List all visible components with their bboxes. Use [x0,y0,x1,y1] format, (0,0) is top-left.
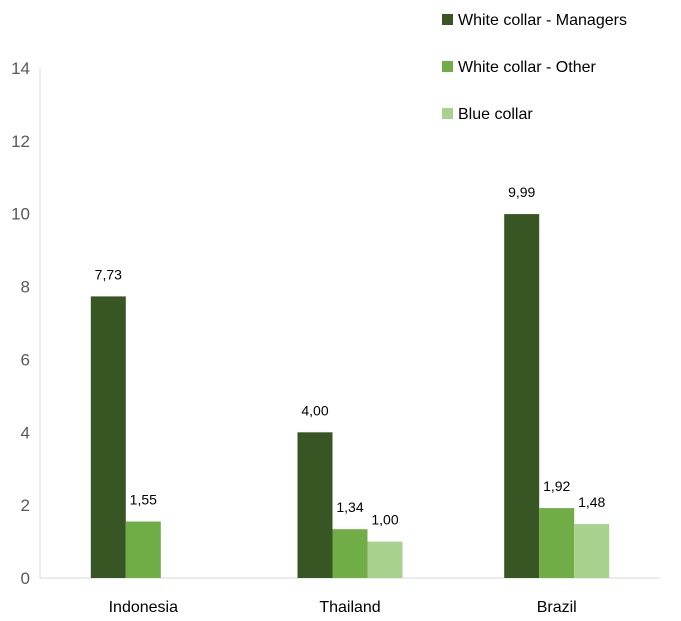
bars [91,214,609,578]
bar-thailand-series-3 [368,542,403,578]
data-label: 1,00 [371,512,398,528]
y-tick-label: 2 [21,496,30,515]
x-category-label: Indonesia [109,599,178,616]
bar-brazil-series-1 [504,214,539,578]
data-label: 9,99 [508,184,535,200]
bar-brazil-series-3 [574,524,609,578]
x-category-label: Thailand [319,599,380,616]
x-category-label: Brazil [537,599,577,616]
y-tick-label: 14 [11,59,30,78]
legend-swatch [442,61,453,72]
y-tick-label: 12 [11,132,30,151]
data-label: 7,73 [95,266,122,282]
x-axis: Indonesia Thailand Brazil [109,599,577,616]
y-tick-label: 4 [21,423,30,442]
legend-label: White collar - Managers [458,12,627,29]
data-label: 1,34 [336,499,363,515]
legend-swatch [442,108,453,119]
data-label: 1,48 [578,494,605,510]
data-label: 4,00 [301,402,328,418]
y-tick-label: 10 [11,205,30,224]
bar-indonesia-series-1 [91,296,126,578]
data-label: 1,55 [130,492,157,508]
legend: White collar - Managers White collar - Ot… [442,12,627,123]
legend-label: White collar - Other [458,59,596,76]
bar-thailand-series-2 [333,529,368,578]
bar-indonesia-series-2 [126,522,161,579]
legend-label: Blue collar [458,106,533,123]
bar-brazil-series-2 [539,508,574,578]
bar-thailand-series-1 [298,432,333,578]
y-tick-label: 8 [21,278,30,297]
data-label: 1,92 [543,478,570,494]
y-tick-label: 6 [21,350,30,369]
legend-swatch [442,14,453,25]
y-tick-label: 0 [21,569,30,588]
y-axis: 0 2 4 6 8 10 12 14 [11,59,30,588]
